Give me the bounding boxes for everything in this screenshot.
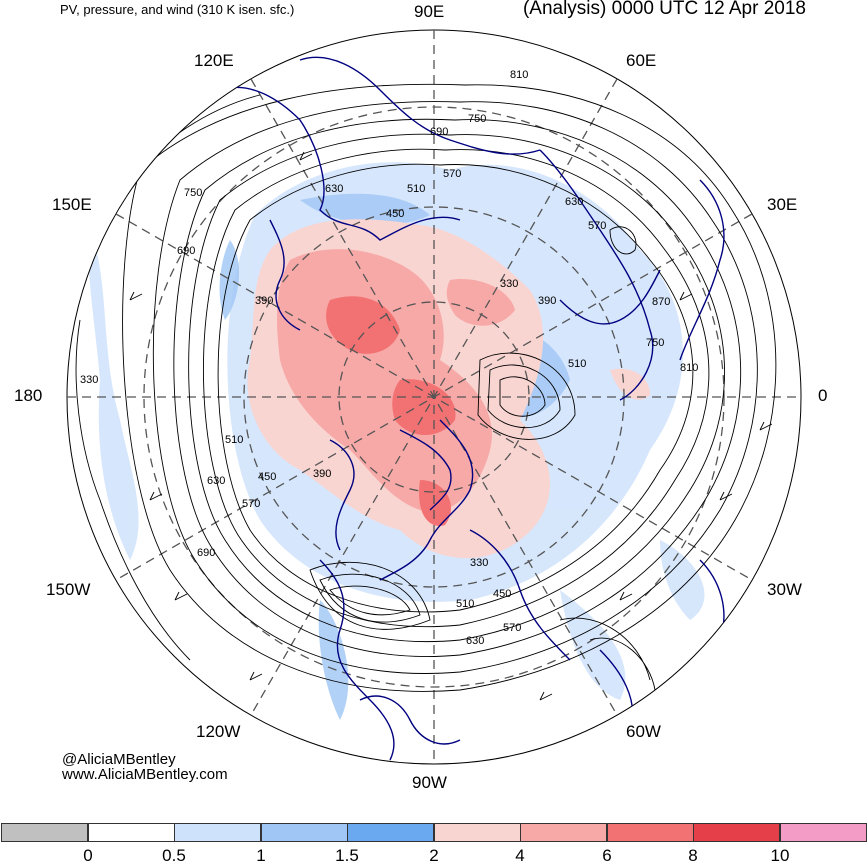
- contour-label: 810: [680, 362, 698, 374]
- lon-label-30e: 30E: [767, 195, 798, 214]
- contour-label-group: 810 750 690 630 570 510 450 390 330 750 …: [80, 69, 698, 647]
- colorbar-segment: [174, 823, 261, 842]
- colorbar-segment: [347, 823, 434, 842]
- contour-label: 630: [325, 183, 343, 195]
- contour-label: 450: [493, 588, 511, 600]
- contour-label: 510: [456, 598, 474, 610]
- contour-label: 390: [538, 295, 556, 307]
- pressure-contours: [75, 83, 777, 692]
- contour-label: 330: [470, 557, 488, 569]
- contour-label: 690: [177, 245, 195, 257]
- coastlines: [219, 56, 725, 764]
- lon-label-90e: 90E: [414, 2, 445, 21]
- colorbar-tick-label: 0: [83, 846, 93, 865]
- lon-label-30w: 30W: [767, 580, 802, 599]
- lon-label-60e: 60E: [626, 51, 657, 70]
- colorbar-tick-label: 6: [602, 846, 612, 865]
- lon-label-90w: 90W: [412, 773, 447, 792]
- colorbar-tick-label: 4: [515, 846, 525, 865]
- contour-label: 510: [568, 358, 586, 370]
- contour-label: 690: [430, 126, 448, 138]
- contour-label: 390: [255, 295, 273, 307]
- lon-label-0: 0: [818, 386, 828, 405]
- contour-label: 390: [313, 468, 331, 480]
- contour-label: 510: [407, 183, 425, 195]
- contour-label: 630: [565, 196, 583, 208]
- colorbar-segment: [1, 823, 88, 842]
- contour-label: 750: [468, 113, 486, 125]
- contour-label: 750: [646, 337, 664, 349]
- lon-label-120e: 120E: [194, 51, 234, 70]
- colorbar-tick-label: 10: [770, 846, 790, 865]
- contour-label: 330: [80, 374, 98, 386]
- lon-label-150e: 150E: [52, 195, 92, 214]
- colorbar-segment: [693, 823, 780, 842]
- colorbar-segment: [261, 823, 348, 842]
- contour-label: 570: [588, 220, 606, 232]
- colorbar-tick-label: 1.5: [335, 846, 359, 865]
- contour-label: 630: [466, 635, 484, 647]
- lon-label-180: 180: [14, 386, 43, 405]
- contour-label: 570: [242, 498, 260, 510]
- contour-label: 870: [652, 296, 670, 308]
- contour-label: 330: [500, 278, 518, 290]
- valid-time-title: (Analysis) 0000 UTC 12 Apr 2018: [522, 0, 806, 19]
- colorbar-tick-label: 0.5: [162, 846, 186, 865]
- wind-barbs: [129, 151, 773, 701]
- contour-label: 450: [386, 208, 404, 220]
- contour-label: 450: [258, 471, 276, 483]
- colorbar-tick-label: 8: [688, 846, 698, 865]
- map-fill-layer: [88, 162, 705, 720]
- contour-label: 630: [207, 475, 225, 487]
- author-website: www.AliciaMBentley.com: [62, 766, 228, 783]
- lon-label-150w: 150W: [46, 580, 91, 599]
- contour-label: 570: [503, 622, 521, 634]
- contour-label: 690: [197, 547, 215, 559]
- lon-label-120w: 120W: [196, 722, 241, 741]
- contour-label: 570: [443, 168, 461, 180]
- product-title: PV, pressure, and wind (310 K isen. sfc.…: [60, 2, 295, 17]
- colorbar-tick-label: 1: [256, 846, 266, 865]
- colorbar-segment: [434, 823, 521, 842]
- colorbar-segment: [607, 823, 694, 842]
- contour-label: 810: [510, 69, 528, 81]
- colorbar-segment: [88, 823, 175, 842]
- lon-label-60w: 60W: [626, 722, 661, 741]
- contour-label: 750: [184, 187, 202, 199]
- pv-shading-high: [247, 219, 650, 559]
- author-handle: @AliciaMBentley: [62, 751, 176, 768]
- colorbar-segment: [780, 823, 867, 842]
- contour-label: 510: [225, 434, 243, 446]
- colorbar-segment: [520, 823, 607, 842]
- colorbar-tick-label: 2: [429, 846, 439, 865]
